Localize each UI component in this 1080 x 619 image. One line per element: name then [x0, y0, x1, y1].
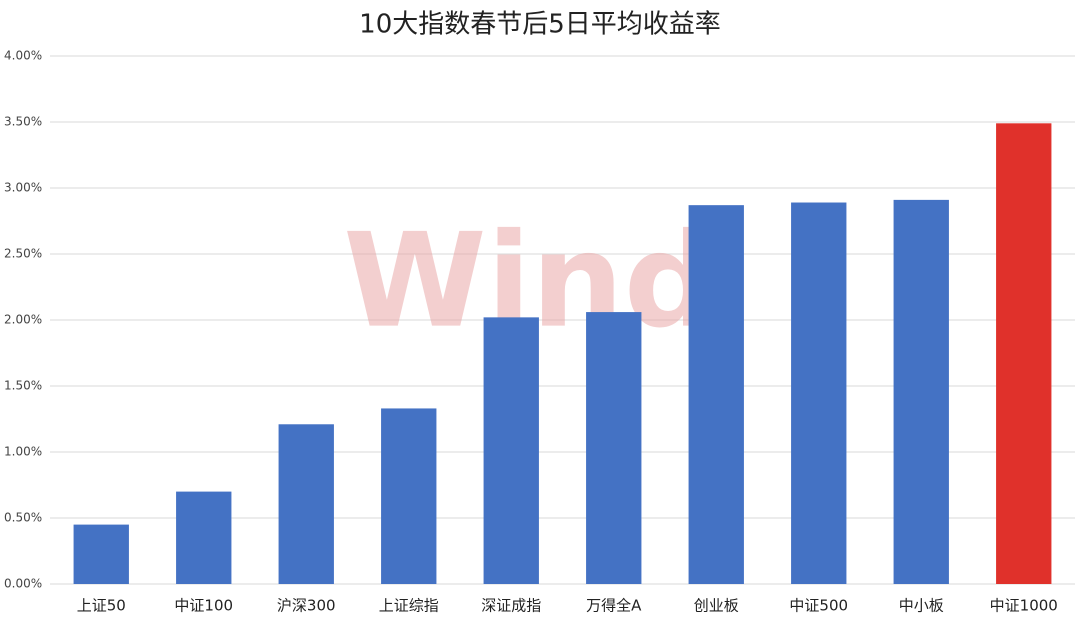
x-tick-label: 上证50 — [77, 597, 126, 615]
bar — [381, 408, 437, 584]
bar — [996, 123, 1052, 584]
x-tick-label: 中证1000 — [990, 597, 1058, 615]
x-tick-label: 万得全A — [586, 597, 642, 615]
bar — [176, 491, 232, 584]
x-tick-label: 中小板 — [899, 597, 944, 615]
y-tick-label: 1.00% — [4, 445, 42, 459]
y-tick-label: 2.00% — [4, 313, 42, 327]
y-tick-label: 2.50% — [4, 247, 42, 261]
x-tick-label: 沪深300 — [277, 597, 336, 615]
bar — [893, 199, 949, 584]
bar — [483, 317, 539, 584]
x-tick-label: 中证100 — [174, 597, 233, 615]
y-tick-label: 4.00% — [4, 49, 42, 63]
y-tick-label: 3.00% — [4, 181, 42, 195]
y-tick-label: 3.50% — [4, 115, 42, 129]
bar — [278, 424, 334, 584]
y-tick-label: 0.00% — [4, 577, 42, 591]
bar — [791, 202, 847, 584]
chart-title: 10大指数春节后5日平均收益率 — [359, 10, 721, 40]
bar — [73, 524, 129, 584]
x-tick-label: 中证500 — [789, 597, 848, 615]
x-tick-label: 深证成指 — [481, 597, 541, 615]
y-tick-label: 1.50% — [4, 379, 42, 393]
bar — [688, 205, 744, 584]
x-tick-label: 创业板 — [694, 597, 739, 615]
y-tick-label: 0.50% — [4, 511, 42, 525]
x-tick-label: 上证综指 — [379, 597, 439, 615]
bar — [586, 312, 642, 584]
